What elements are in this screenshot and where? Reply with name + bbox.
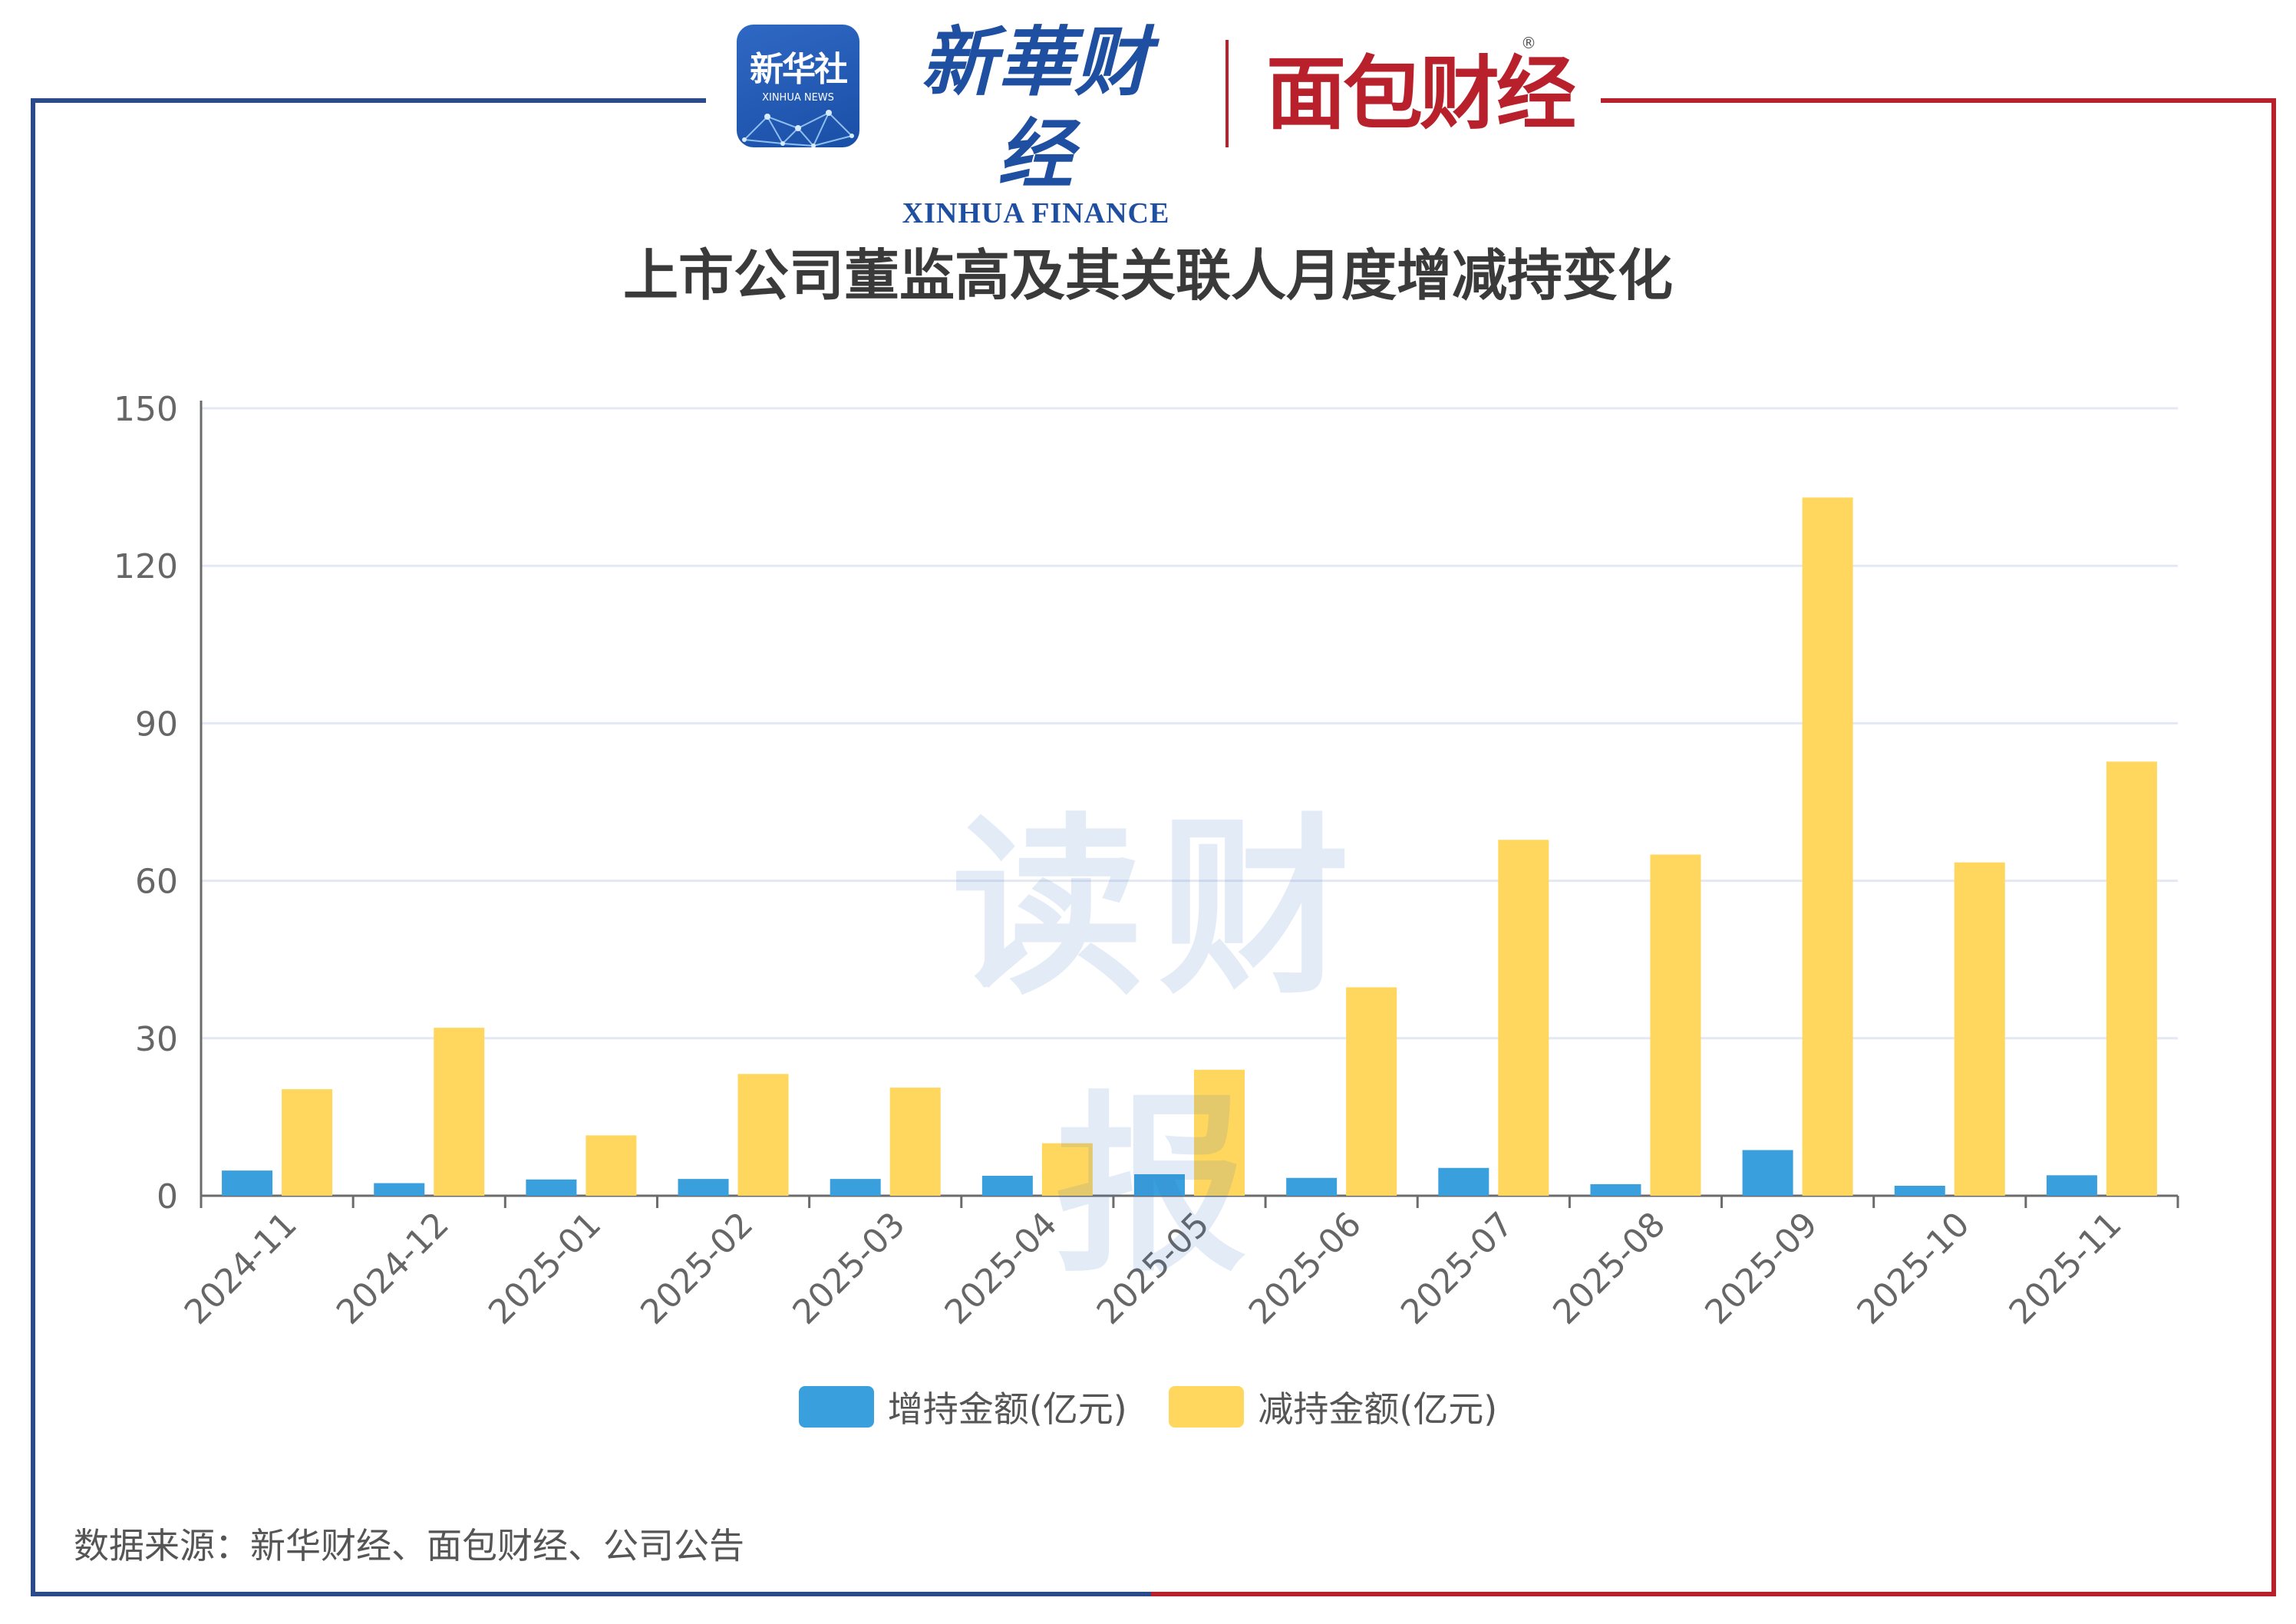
bar-increase-2025-05 bbox=[1134, 1173, 1185, 1196]
legend-label-decrease: 减持金额(亿元) bbox=[1258, 1388, 1498, 1430]
network-globe-icon bbox=[742, 110, 854, 147]
bar-increase-2024-11 bbox=[222, 1170, 273, 1196]
xinhua-news-logo: 新华社 XINHUA NEWS bbox=[737, 25, 859, 147]
bar-decrease-2025-10 bbox=[1954, 862, 2005, 1196]
y-tick-label: 150 bbox=[114, 390, 178, 429]
chart-title: 上市公司董监高及其关联人月度增减持变化 bbox=[622, 243, 1673, 308]
mianbao-finance-logo: 面包财经 ® bbox=[1266, 34, 1576, 140]
bar-increase-2025-11 bbox=[2046, 1175, 2097, 1196]
frame-top-left-line bbox=[31, 98, 706, 103]
bar-decrease-2024-12 bbox=[434, 1028, 485, 1196]
logo-divider bbox=[1226, 40, 1229, 147]
bar-decrease-2025-06 bbox=[1346, 987, 1397, 1196]
bar-decrease-2024-11 bbox=[282, 1089, 333, 1196]
watermark-text: 读财报 bbox=[952, 797, 1366, 1298]
x-tick-label: 2025-01 bbox=[481, 1205, 609, 1332]
frame-left-line bbox=[31, 98, 35, 1596]
bar-increase-2025-08 bbox=[1590, 1183, 1641, 1196]
frame-top-right-line bbox=[1601, 98, 2276, 103]
x-tick-label: 2025-08 bbox=[1546, 1205, 1673, 1332]
legend-swatch-increase bbox=[798, 1386, 874, 1428]
y-tick-label: 120 bbox=[114, 547, 178, 586]
bar-decrease-2025-04 bbox=[1041, 1143, 1093, 1196]
bar-increase-2025-04 bbox=[981, 1176, 1033, 1196]
x-tick-label: 2025-02 bbox=[633, 1205, 760, 1332]
bars bbox=[222, 497, 2157, 1196]
x-tick-label: 2025-09 bbox=[1697, 1205, 1825, 1332]
frame-right-line bbox=[2271, 98, 2276, 1596]
legend-item-increase[interactable]: 增持金额(亿元) bbox=[798, 1381, 1127, 1432]
x-tick-label: 2025-11 bbox=[2002, 1205, 2129, 1332]
y-tick-label: 90 bbox=[135, 705, 178, 744]
y-tick-label: 60 bbox=[135, 863, 178, 902]
y-tick-label: 0 bbox=[157, 1177, 178, 1216]
bar-increase-2025-10 bbox=[1894, 1186, 1945, 1196]
xinhua-finance-logo: 新華财经 XINHUA FINANCE bbox=[902, 18, 1170, 229]
legend-label-increase: 增持金额(亿元) bbox=[887, 1388, 1127, 1430]
frame-bottom-right-line bbox=[1151, 1592, 2276, 1596]
bar-increase-2025-02 bbox=[678, 1179, 729, 1196]
bar-increase-2025-01 bbox=[526, 1179, 577, 1196]
bar-increase-2025-06 bbox=[1286, 1177, 1338, 1196]
x-tick-label: 2025-10 bbox=[1849, 1205, 1977, 1332]
bar-increase-2024-12 bbox=[374, 1183, 425, 1196]
bar-decrease-2025-11 bbox=[2106, 761, 2157, 1196]
chart-legend: 增持金额(亿元) 减持金额(亿元) bbox=[0, 1381, 2296, 1432]
y-tick-label: 30 bbox=[135, 1020, 178, 1059]
x-tick-label: 2024-12 bbox=[329, 1205, 457, 1332]
bar-decrease-2025-08 bbox=[1650, 854, 1701, 1196]
bar-decrease-2025-05 bbox=[1194, 1069, 1245, 1196]
bar-decrease-2025-03 bbox=[889, 1088, 941, 1196]
x-tick-label: 2024-11 bbox=[177, 1205, 305, 1332]
source-note: 数据来源：新华财经、面包财经、公司公告 bbox=[74, 1525, 744, 1566]
bar-decrease-2025-07 bbox=[1498, 840, 1549, 1196]
bar-decrease-2025-02 bbox=[737, 1074, 789, 1196]
bar-increase-2025-07 bbox=[1438, 1167, 1489, 1196]
frame-bottom-left-line bbox=[31, 1592, 1151, 1596]
bar-decrease-2025-01 bbox=[586, 1135, 637, 1196]
legend-swatch-decrease bbox=[1169, 1386, 1245, 1428]
bar-increase-2025-03 bbox=[830, 1179, 881, 1196]
bar-increase-2025-09 bbox=[1742, 1150, 1793, 1196]
bar-decrease-2025-09 bbox=[1802, 497, 1853, 1196]
legend-item-decrease[interactable]: 减持金额(亿元) bbox=[1169, 1381, 1497, 1432]
